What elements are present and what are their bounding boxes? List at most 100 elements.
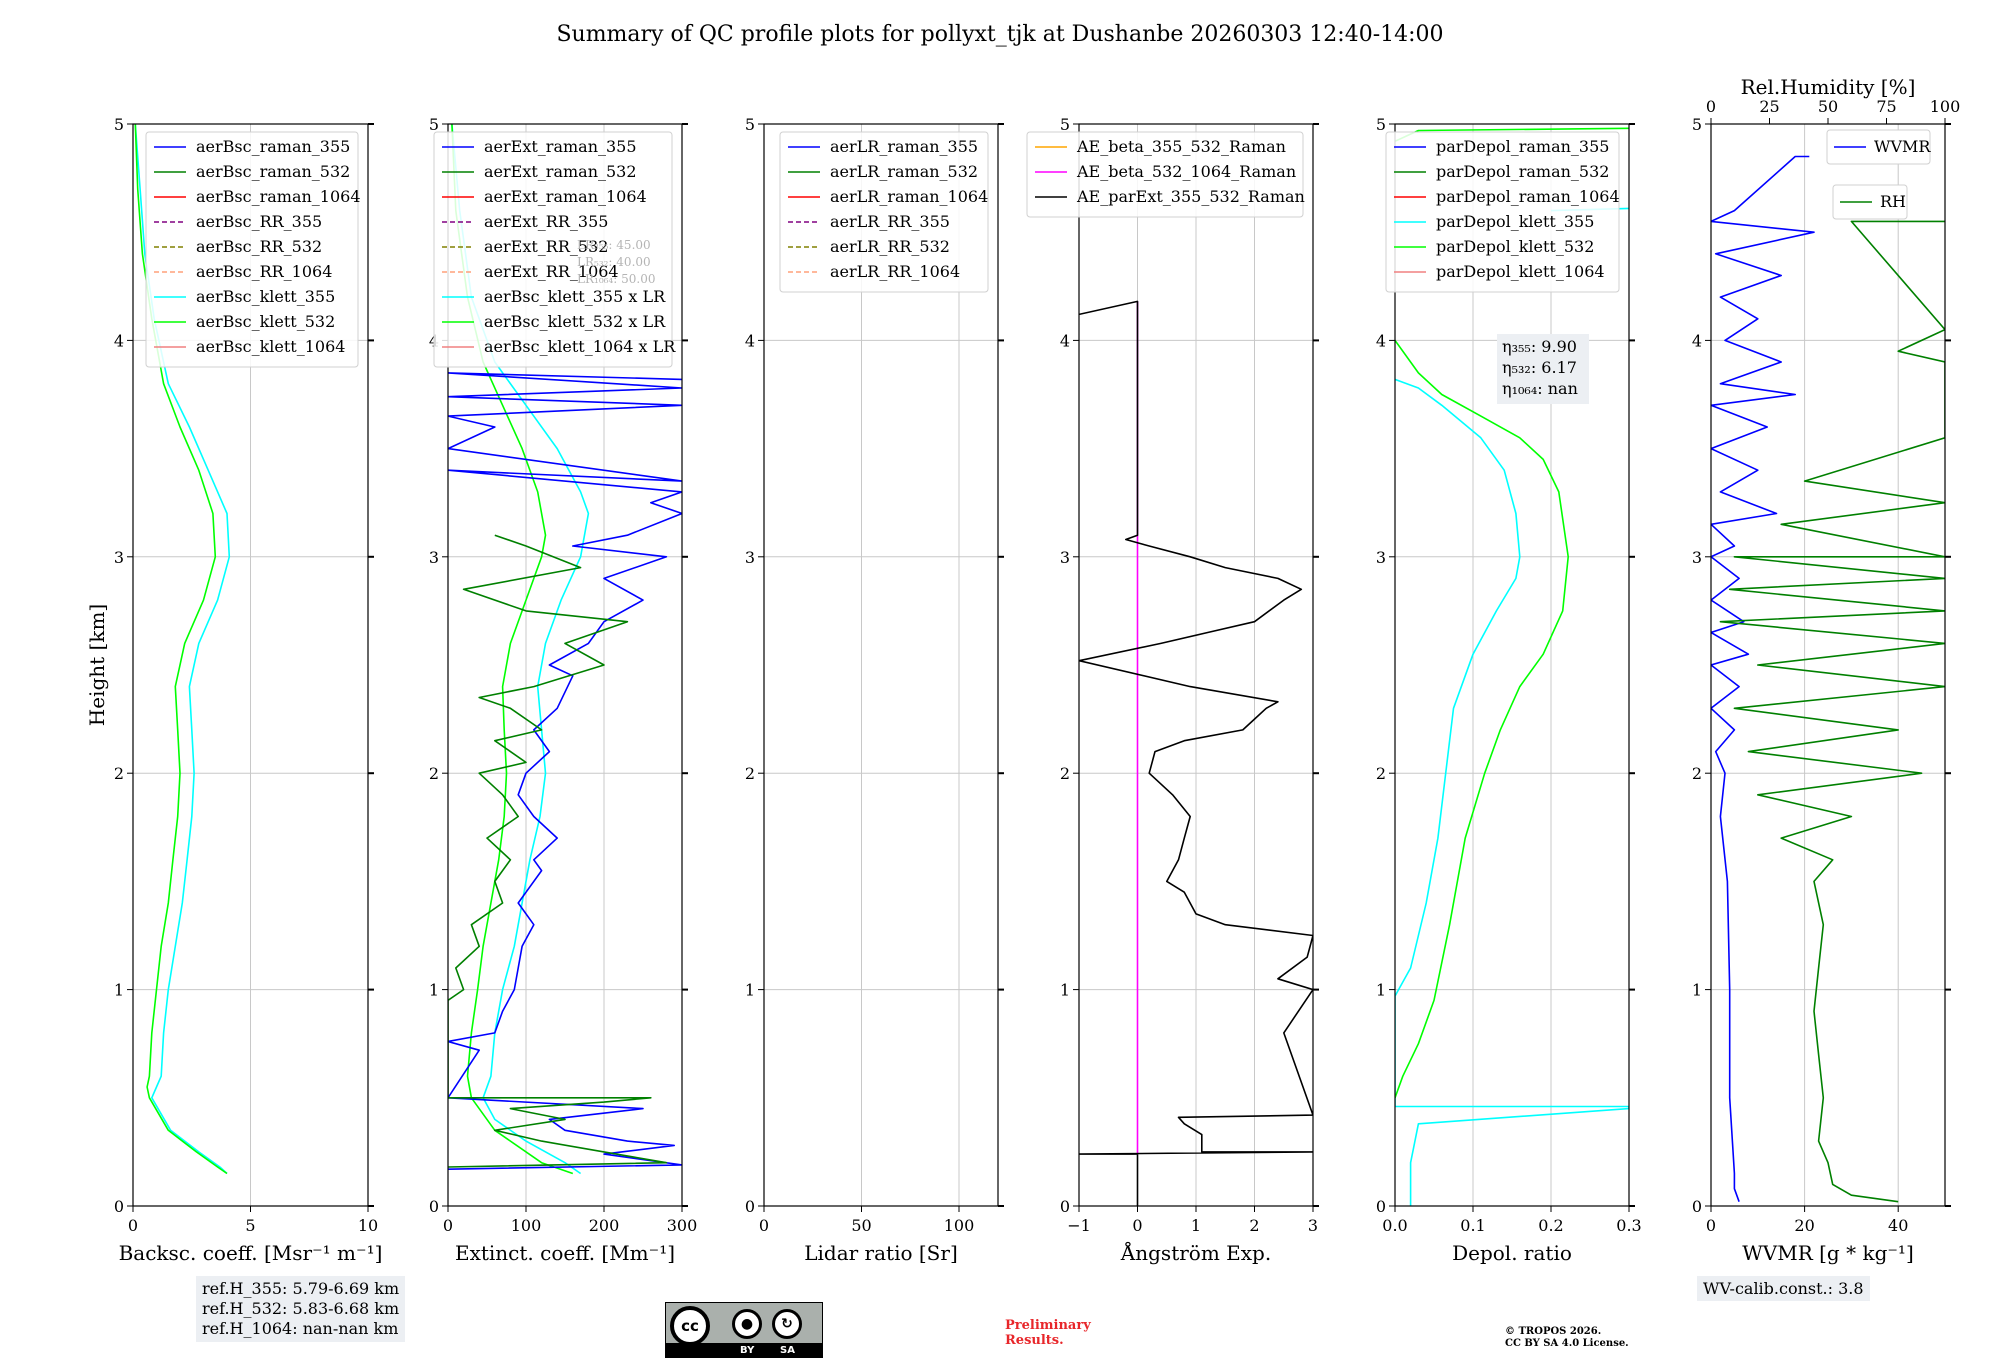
axes-frame xyxy=(1710,123,1946,1207)
legend-label: aerLR_raman_532 xyxy=(830,162,978,181)
cc-by-label: BY xyxy=(740,1345,755,1356)
y-tick-label: 4 xyxy=(1060,331,1070,350)
series-line-aerBsc_klett_532 xyxy=(134,124,228,1175)
legend-label: WVMR xyxy=(1874,137,1931,156)
x-tick-label: 40 xyxy=(1888,1216,1908,1235)
x-tick-label: 0 xyxy=(443,1216,453,1235)
y-tick-label: 2 xyxy=(745,764,755,783)
legend-label: aerBsc_klett_355 xyxy=(196,287,335,306)
legend-label: aerLR_raman_355 xyxy=(830,137,978,156)
top-x-tick-label: 0 xyxy=(1706,97,1716,116)
y-tick-label: 3 xyxy=(429,548,439,567)
legend-box xyxy=(1826,129,1931,165)
y-tick-label: 3 xyxy=(1692,548,1702,567)
legend-label: parDepol_klett_355 xyxy=(1436,212,1594,231)
legend-label: parDepol_raman_532 xyxy=(1436,162,1609,181)
y-tick-label: 3 xyxy=(745,548,755,567)
wv-calibration-box: WV-calib.const.: 3.8 xyxy=(1697,1276,1870,1301)
y-tick-label: 5 xyxy=(1060,115,1070,134)
x-tick-label: 100 xyxy=(511,1216,542,1235)
series-group-bsc xyxy=(134,124,231,1175)
legend-label: AE_beta_532_1064_Raman xyxy=(1076,162,1296,181)
copyright-line-1: © TROPOS 2026. xyxy=(1505,1326,1602,1337)
legend-label: aerBsc_klett_355 x LR xyxy=(484,287,666,306)
legend-label: aerExt_raman_1064 xyxy=(484,187,647,206)
x-tick-label: 20 xyxy=(1794,1216,1814,1235)
x-tick-label: 10 xyxy=(358,1216,378,1235)
legend-bsc: aerBsc_raman_355 aerBsc_raman_532 aerBsc_r… xyxy=(145,131,361,368)
legend-label: aerBsc_raman_1064 xyxy=(196,187,361,206)
x-tick-label: 200 xyxy=(589,1216,620,1235)
copyright-note: © TROPOS 2026. CC BY SA 4.0 License. xyxy=(1505,1326,1629,1350)
legend-label: AE_beta_355_532_Raman xyxy=(1076,137,1286,156)
y-tick-label: 3 xyxy=(114,548,124,567)
legend-ae: AE_beta_355_532_Raman AE_beta_532_1064_Ra… xyxy=(1026,131,1305,218)
y-tick-label: 1 xyxy=(1060,981,1070,1000)
top-x-tick-label: 25 xyxy=(1759,97,1779,116)
ref-line-1064: ref.H_1064: nan-nan km xyxy=(202,1319,399,1338)
y-tick-label: 5 xyxy=(1692,115,1702,134)
y-tick-label: 5 xyxy=(1376,115,1386,134)
series-line-AE_parExt_355_532_Raman xyxy=(1079,300,1313,1206)
series-group-wv xyxy=(1711,155,1945,1203)
x-axis-label: Backsc. coeff. [Msr⁻¹ m⁻¹] xyxy=(119,1241,383,1265)
legend-label: aerLR_raman_1064 xyxy=(830,187,988,206)
y-tick-label: 2 xyxy=(429,764,439,783)
x-axis-label: Depol. ratio xyxy=(1452,1241,1572,1265)
x-tick-label: 0.1 xyxy=(1460,1216,1485,1235)
x-tick-label: 0.3 xyxy=(1616,1216,1641,1235)
series-line-parDepol_klett_355 xyxy=(1395,378,1629,1206)
lr-annotation: LR₁₀₆₄: 50.00 xyxy=(577,272,655,286)
eta-annotation: η₃₅₅: 9.90 xyxy=(1502,337,1577,356)
x-axis-label: Ångström Exp. xyxy=(1120,1240,1271,1265)
ref-line-532: ref.H_532: 5.83-6.68 km xyxy=(202,1299,400,1318)
legend-depol: parDepol_raman_355 parDepol_raman_532 parD… xyxy=(1385,131,1620,293)
legend-label: aerBsc_RR_532 xyxy=(196,237,322,256)
legend-box xyxy=(145,131,359,368)
legend-ext: aerExt_raman_355 aerExt_raman_532 aerExt_r… xyxy=(433,131,676,368)
x-axis-label: WVMR [g * kg⁻¹] xyxy=(1742,1241,1914,1265)
legend-box xyxy=(433,131,673,368)
y-tick-label: 5 xyxy=(745,115,755,134)
legend-box xyxy=(1026,131,1304,218)
legend-label: RH xyxy=(1880,192,1906,211)
y-tick-label: 1 xyxy=(745,981,755,1000)
legend-box xyxy=(779,131,989,293)
y-tick-label: 2 xyxy=(1060,764,1070,783)
cc-icon: cc xyxy=(670,1306,710,1346)
panel-bsc: 0 5 10 0 1 2 3 4 5 Backsc. coeff. [Msr⁻¹ m⁻¹] Heig… xyxy=(85,115,382,1265)
x-tick-label: 0 xyxy=(128,1216,138,1235)
legend-label: parDepol_klett_532 xyxy=(1436,237,1594,256)
legend-label: aerExt_raman_532 xyxy=(484,162,637,181)
top-x-tick-label: 100 xyxy=(1930,97,1961,116)
y-tick-label: 4 xyxy=(1376,331,1386,350)
legend-wv: WVMR RH xyxy=(1826,129,1931,220)
lr-annotation: LR₃₅₅: 45.00 xyxy=(577,238,651,252)
legend-label: aerBsc_raman_355 xyxy=(196,137,350,156)
x-tick-label: −1 xyxy=(1067,1216,1091,1235)
x-tick-label: 100 xyxy=(944,1216,975,1235)
y-tick-label: 5 xyxy=(429,115,439,134)
share-alike-icon: ↻ xyxy=(772,1309,802,1339)
top-x-axis-label: Rel.Humidity [%] xyxy=(1741,75,1916,99)
top-x-tick-label: 50 xyxy=(1818,97,1838,116)
legend-label: parDepol_raman_355 xyxy=(1436,137,1609,156)
y-tick-label: 0 xyxy=(1692,1197,1702,1216)
x-tick-label: 0 xyxy=(1132,1216,1142,1235)
legend-label: aerExt_RR_1064 xyxy=(484,262,619,281)
legend-label: aerExt_raman_355 xyxy=(484,137,637,156)
legend-label: AE_parExt_355_532_Raman xyxy=(1076,187,1305,206)
reference-height-box: ref.H_355: 5.79-6.69 km ref.H_532: 5.83-… xyxy=(196,1276,406,1342)
preliminary-line-1: Preliminary xyxy=(1005,1318,1091,1333)
legend-label: aerBsc_raman_532 xyxy=(196,162,350,181)
y-tick-label: 2 xyxy=(1376,764,1386,783)
series-line-aerBsc_klett_532 x LR xyxy=(451,124,574,1175)
preliminary-line-2: Results. xyxy=(1005,1333,1064,1348)
x-tick-label: 1 xyxy=(1191,1216,1201,1235)
x-tick-label: 0 xyxy=(759,1216,769,1235)
cc-sa-label: SA xyxy=(780,1345,795,1356)
y-tick-label: 4 xyxy=(745,331,755,350)
legend-label: aerLR_RR_1064 xyxy=(830,262,960,281)
